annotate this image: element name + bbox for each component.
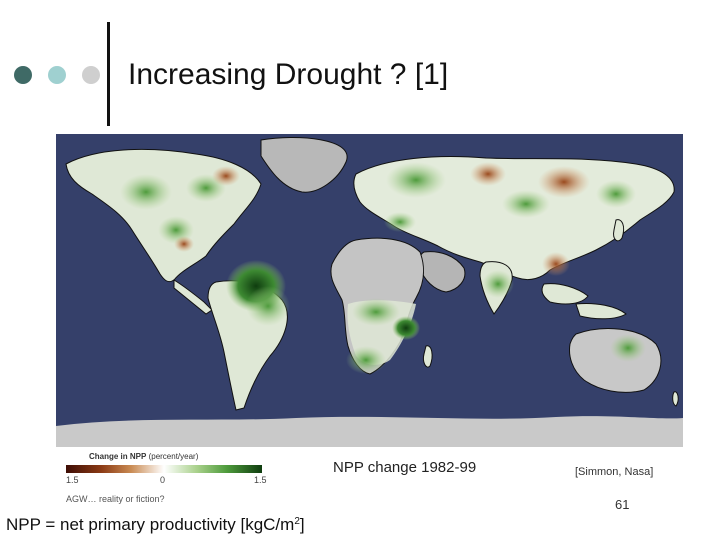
page-number: 61 xyxy=(615,497,630,512)
world-map-graphic xyxy=(56,137,683,447)
source-citation: [Simmon, Nasa] xyxy=(575,466,654,478)
legend-title-main: Change in NPP xyxy=(89,452,147,461)
legend-tick-max: 1.5 xyxy=(254,475,267,485)
npp-definition-text: NPP = net primary productivity [kgC/m xyxy=(6,515,295,534)
footer-text: AGW… reality or fiction? xyxy=(66,494,165,504)
npp-change-map xyxy=(56,134,683,447)
dot-1 xyxy=(14,66,32,84)
title-divider xyxy=(107,22,110,126)
slide-title: Increasing Drought ? [1] xyxy=(128,58,449,91)
npp-definition: NPP = net primary productivity [kgC/m2] xyxy=(6,515,305,535)
legend-title-unit: (percent/year) xyxy=(148,452,199,461)
legend-color-bar xyxy=(66,465,262,473)
map-legend: Change in NPP (percent/year) 1.5 0 1.5 xyxy=(66,452,271,492)
dot-3 xyxy=(82,66,100,84)
npp-definition-close: ] xyxy=(299,515,305,534)
decorative-dots xyxy=(14,66,102,84)
map-caption: NPP change 1982-99 xyxy=(333,459,477,476)
legend-title: Change in NPP (percent/year) xyxy=(89,452,198,461)
npp-definition-sup: 2 xyxy=(294,516,300,527)
legend-tick-mid: 0 xyxy=(160,475,166,485)
legend-tick-min: 1.5 xyxy=(66,475,79,485)
dot-2 xyxy=(48,66,66,84)
